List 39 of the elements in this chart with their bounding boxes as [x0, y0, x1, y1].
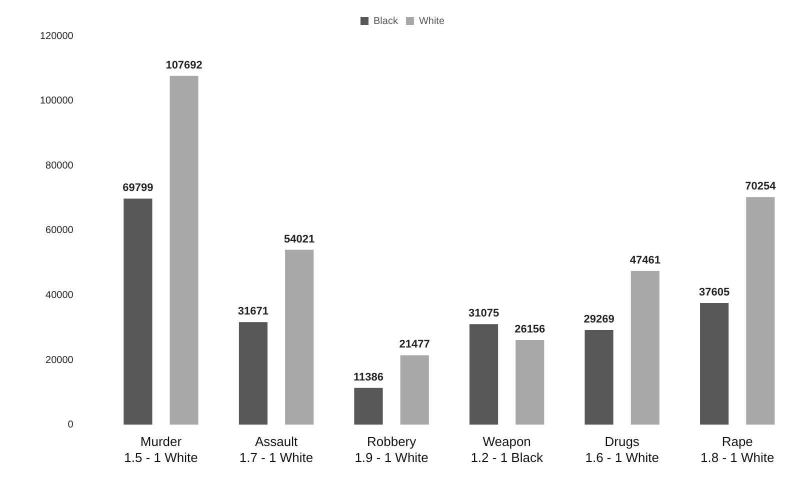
y-tick-label: 20000 — [46, 354, 74, 366]
y-tick-label: 40000 — [46, 290, 74, 301]
data-label: 37605 — [699, 286, 730, 298]
y-tick-label: 80000 — [46, 160, 74, 172]
bar — [700, 302, 729, 425]
bar — [238, 322, 268, 425]
data-label: 21477 — [399, 338, 430, 351]
x-tick-label: Drugs 1.6 - 1 White — [585, 434, 659, 465]
y-tick-label: 0 — [68, 420, 74, 431]
data-label: 107692 — [166, 59, 202, 72]
y-tick-label: 60000 — [46, 225, 74, 236]
bar — [400, 355, 429, 425]
legend-label: White — [418, 16, 445, 27]
data-label: 31075 — [468, 308, 500, 320]
data-label: 70254 — [745, 180, 777, 193]
x-tick-label: Rape 1.8 - 1 White — [700, 434, 774, 465]
data-label: 11386 — [354, 371, 384, 384]
legend-label: Black — [373, 16, 399, 27]
x-tick-label: Robbery 1.9 - 1 White — [354, 434, 428, 465]
y-tick-label: 100000 — [40, 96, 74, 107]
data-label: 54021 — [284, 233, 315, 246]
bar — [746, 197, 775, 425]
data-label: 69799 — [122, 182, 154, 194]
bar — [124, 198, 152, 425]
bar — [584, 330, 614, 425]
data-label: 47461 — [630, 254, 660, 267]
bar — [285, 250, 314, 425]
data-label: 31671 — [238, 306, 269, 318]
y-tick-label: 120000 — [40, 30, 74, 42]
bar — [170, 76, 198, 425]
bar — [469, 324, 498, 425]
data-label: 26156 — [514, 324, 546, 336]
bar — [630, 271, 660, 425]
bar — [354, 388, 383, 425]
x-tick-label: Murder 1.5 - 1 White — [124, 434, 198, 465]
bar — [516, 340, 544, 425]
x-tick-label: Assault 1.7 - 1 White — [239, 434, 314, 465]
data-label: 29269 — [584, 314, 614, 326]
x-tick-label: Weapon 1.2 - 1 Black — [470, 434, 544, 465]
